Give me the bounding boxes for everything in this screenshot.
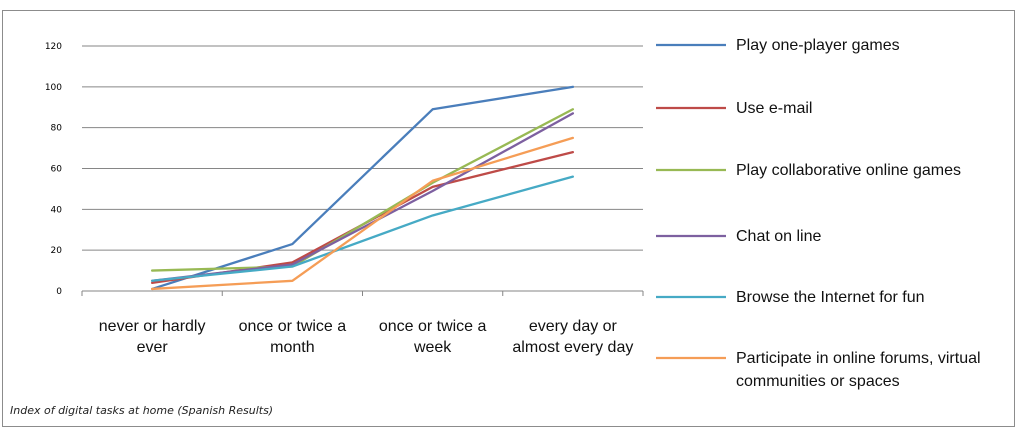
y-tick-label: 40 <box>51 205 63 215</box>
x-tick-label: never or hardly ever <box>99 318 206 356</box>
y-tick-label: 20 <box>51 246 63 256</box>
legend-label: Use e-mail <box>736 100 812 117</box>
series-line <box>150 108 575 272</box>
chart-frame <box>2 10 1015 427</box>
x-tick-label: once or twice a month <box>239 318 347 356</box>
legend-label: Play one-player games <box>736 37 900 54</box>
series-line <box>150 151 575 284</box>
series-line <box>150 175 575 282</box>
chart-caption: Index of digital tasks at home (Spanish … <box>10 404 274 417</box>
y-tick-label: 100 <box>45 83 62 93</box>
grid-layer <box>82 45 643 251</box>
legend-label: Participate in online forums, virtual com… <box>736 350 981 390</box>
x-tick-label: every day or almost every day <box>512 318 633 356</box>
y-tick-label: 0 <box>56 287 62 297</box>
y-tick-label: 60 <box>51 165 63 175</box>
series-layer <box>150 85 575 291</box>
legend: Play one-player games Use e-mail Play coll… <box>656 37 981 390</box>
y-tick-label: 120 <box>45 42 62 52</box>
axis-layer: 0 20 40 60 80 100 120 never or hardly ever once o… <box>45 42 644 356</box>
y-tick-label: 80 <box>51 124 63 134</box>
x-tick-label: once or twice a week <box>379 318 487 356</box>
legend-label: Play collaborative online games <box>736 162 961 179</box>
series-line <box>150 136 575 291</box>
series-line <box>150 85 575 291</box>
legend-label: Chat on line <box>736 228 821 245</box>
legend-label: Browse the Internet for fun <box>736 289 925 306</box>
series-line <box>150 112 575 282</box>
